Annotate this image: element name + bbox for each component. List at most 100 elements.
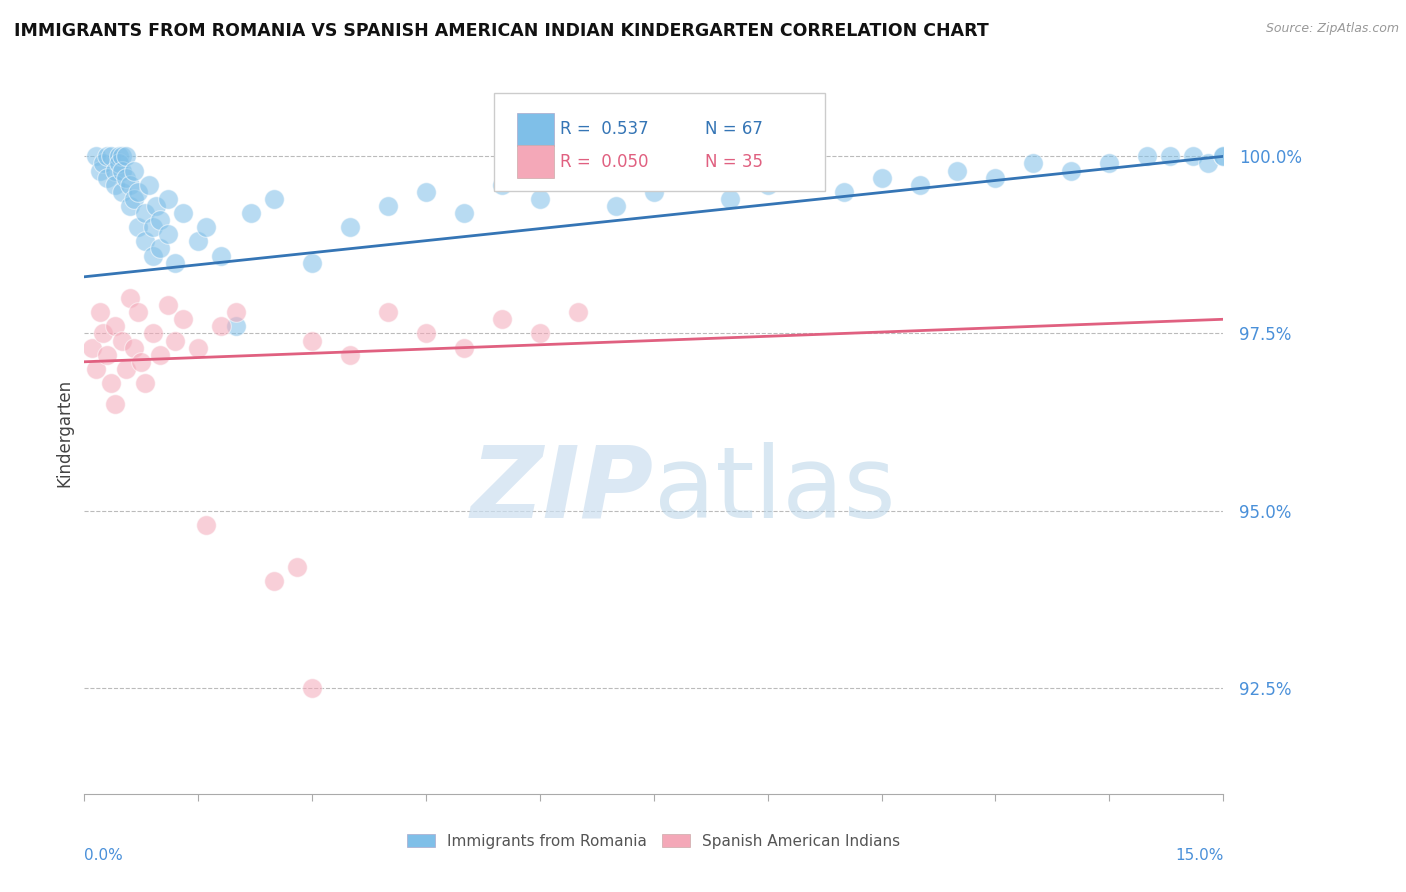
Point <box>567 305 589 319</box>
Point <box>946 163 969 178</box>
Point <box>165 255 187 269</box>
Point <box>285 560 308 574</box>
Point <box>111 185 134 199</box>
Point <box>718 192 741 206</box>
Point <box>134 206 156 220</box>
Point <box>122 341 145 355</box>
Point <box>127 220 149 235</box>
Text: N = 67: N = 67 <box>704 120 763 138</box>
Point <box>225 319 247 334</box>
Point <box>832 185 855 199</box>
Point <box>225 305 247 319</box>
Text: 15.0%: 15.0% <box>1175 848 1223 863</box>
Point <box>115 362 138 376</box>
Point <box>89 163 111 178</box>
Point <box>111 149 134 163</box>
Point <box>129 355 153 369</box>
Text: Source: ZipAtlas.com: Source: ZipAtlas.com <box>1265 22 1399 36</box>
Point <box>1212 149 1234 163</box>
Point <box>194 220 217 235</box>
Point <box>415 185 437 199</box>
Point <box>107 156 129 170</box>
Point <box>100 376 122 390</box>
Point <box>93 156 115 170</box>
Point <box>1098 156 1121 170</box>
Point <box>1022 156 1045 170</box>
Point <box>156 227 179 242</box>
Point <box>194 517 217 532</box>
Point <box>567 170 589 185</box>
Point <box>122 192 145 206</box>
FancyBboxPatch shape <box>517 112 554 145</box>
Point <box>93 326 115 341</box>
Point <box>100 149 122 163</box>
Point <box>165 334 187 348</box>
Point <box>1197 156 1219 170</box>
Point <box>339 220 361 235</box>
Point <box>1060 163 1083 178</box>
Point <box>134 376 156 390</box>
Point <box>643 185 665 199</box>
Point <box>529 326 551 341</box>
Point <box>1159 149 1181 163</box>
Point <box>908 178 931 192</box>
Point <box>415 326 437 341</box>
Point <box>96 348 118 362</box>
Point <box>156 192 179 206</box>
Point <box>301 681 323 695</box>
Text: R =  0.050: R = 0.050 <box>561 153 650 170</box>
Point <box>134 235 156 249</box>
Point <box>149 348 172 362</box>
Point <box>149 242 172 256</box>
Point <box>377 199 399 213</box>
Point <box>301 334 323 348</box>
Text: atlas: atlas <box>654 442 896 539</box>
Point <box>138 178 160 192</box>
Point <box>127 185 149 199</box>
Point <box>115 149 138 163</box>
Text: R =  0.537: R = 0.537 <box>561 120 650 138</box>
Point <box>377 305 399 319</box>
Point <box>118 199 141 213</box>
Point <box>491 178 513 192</box>
Point <box>118 291 141 305</box>
Point <box>605 199 627 213</box>
Point <box>104 178 127 192</box>
Point <box>870 170 893 185</box>
Point <box>142 248 165 262</box>
Text: N = 35: N = 35 <box>704 153 763 170</box>
Point <box>80 341 103 355</box>
Point <box>1181 149 1204 163</box>
Point <box>142 220 165 235</box>
Point <box>187 235 209 249</box>
Point <box>156 298 179 312</box>
Point <box>984 170 1007 185</box>
Point <box>301 255 323 269</box>
Point <box>145 199 167 213</box>
Point <box>89 305 111 319</box>
Point <box>491 312 513 326</box>
Point <box>187 341 209 355</box>
Point <box>1136 149 1159 163</box>
Point <box>107 149 129 163</box>
Point <box>115 170 138 185</box>
Point <box>453 206 475 220</box>
Point <box>104 163 127 178</box>
Point <box>209 319 232 334</box>
Text: 0.0%: 0.0% <box>84 848 124 863</box>
Point <box>172 312 194 326</box>
Point <box>263 192 285 206</box>
Point <box>149 213 172 227</box>
Point <box>84 362 107 376</box>
Point <box>240 206 263 220</box>
Point <box>84 149 107 163</box>
Point <box>118 178 141 192</box>
Point <box>104 319 127 334</box>
Point <box>122 163 145 178</box>
Point <box>263 574 285 589</box>
Point <box>756 178 779 192</box>
Point <box>127 305 149 319</box>
FancyBboxPatch shape <box>495 93 825 191</box>
Point <box>794 163 817 178</box>
Point <box>172 206 194 220</box>
